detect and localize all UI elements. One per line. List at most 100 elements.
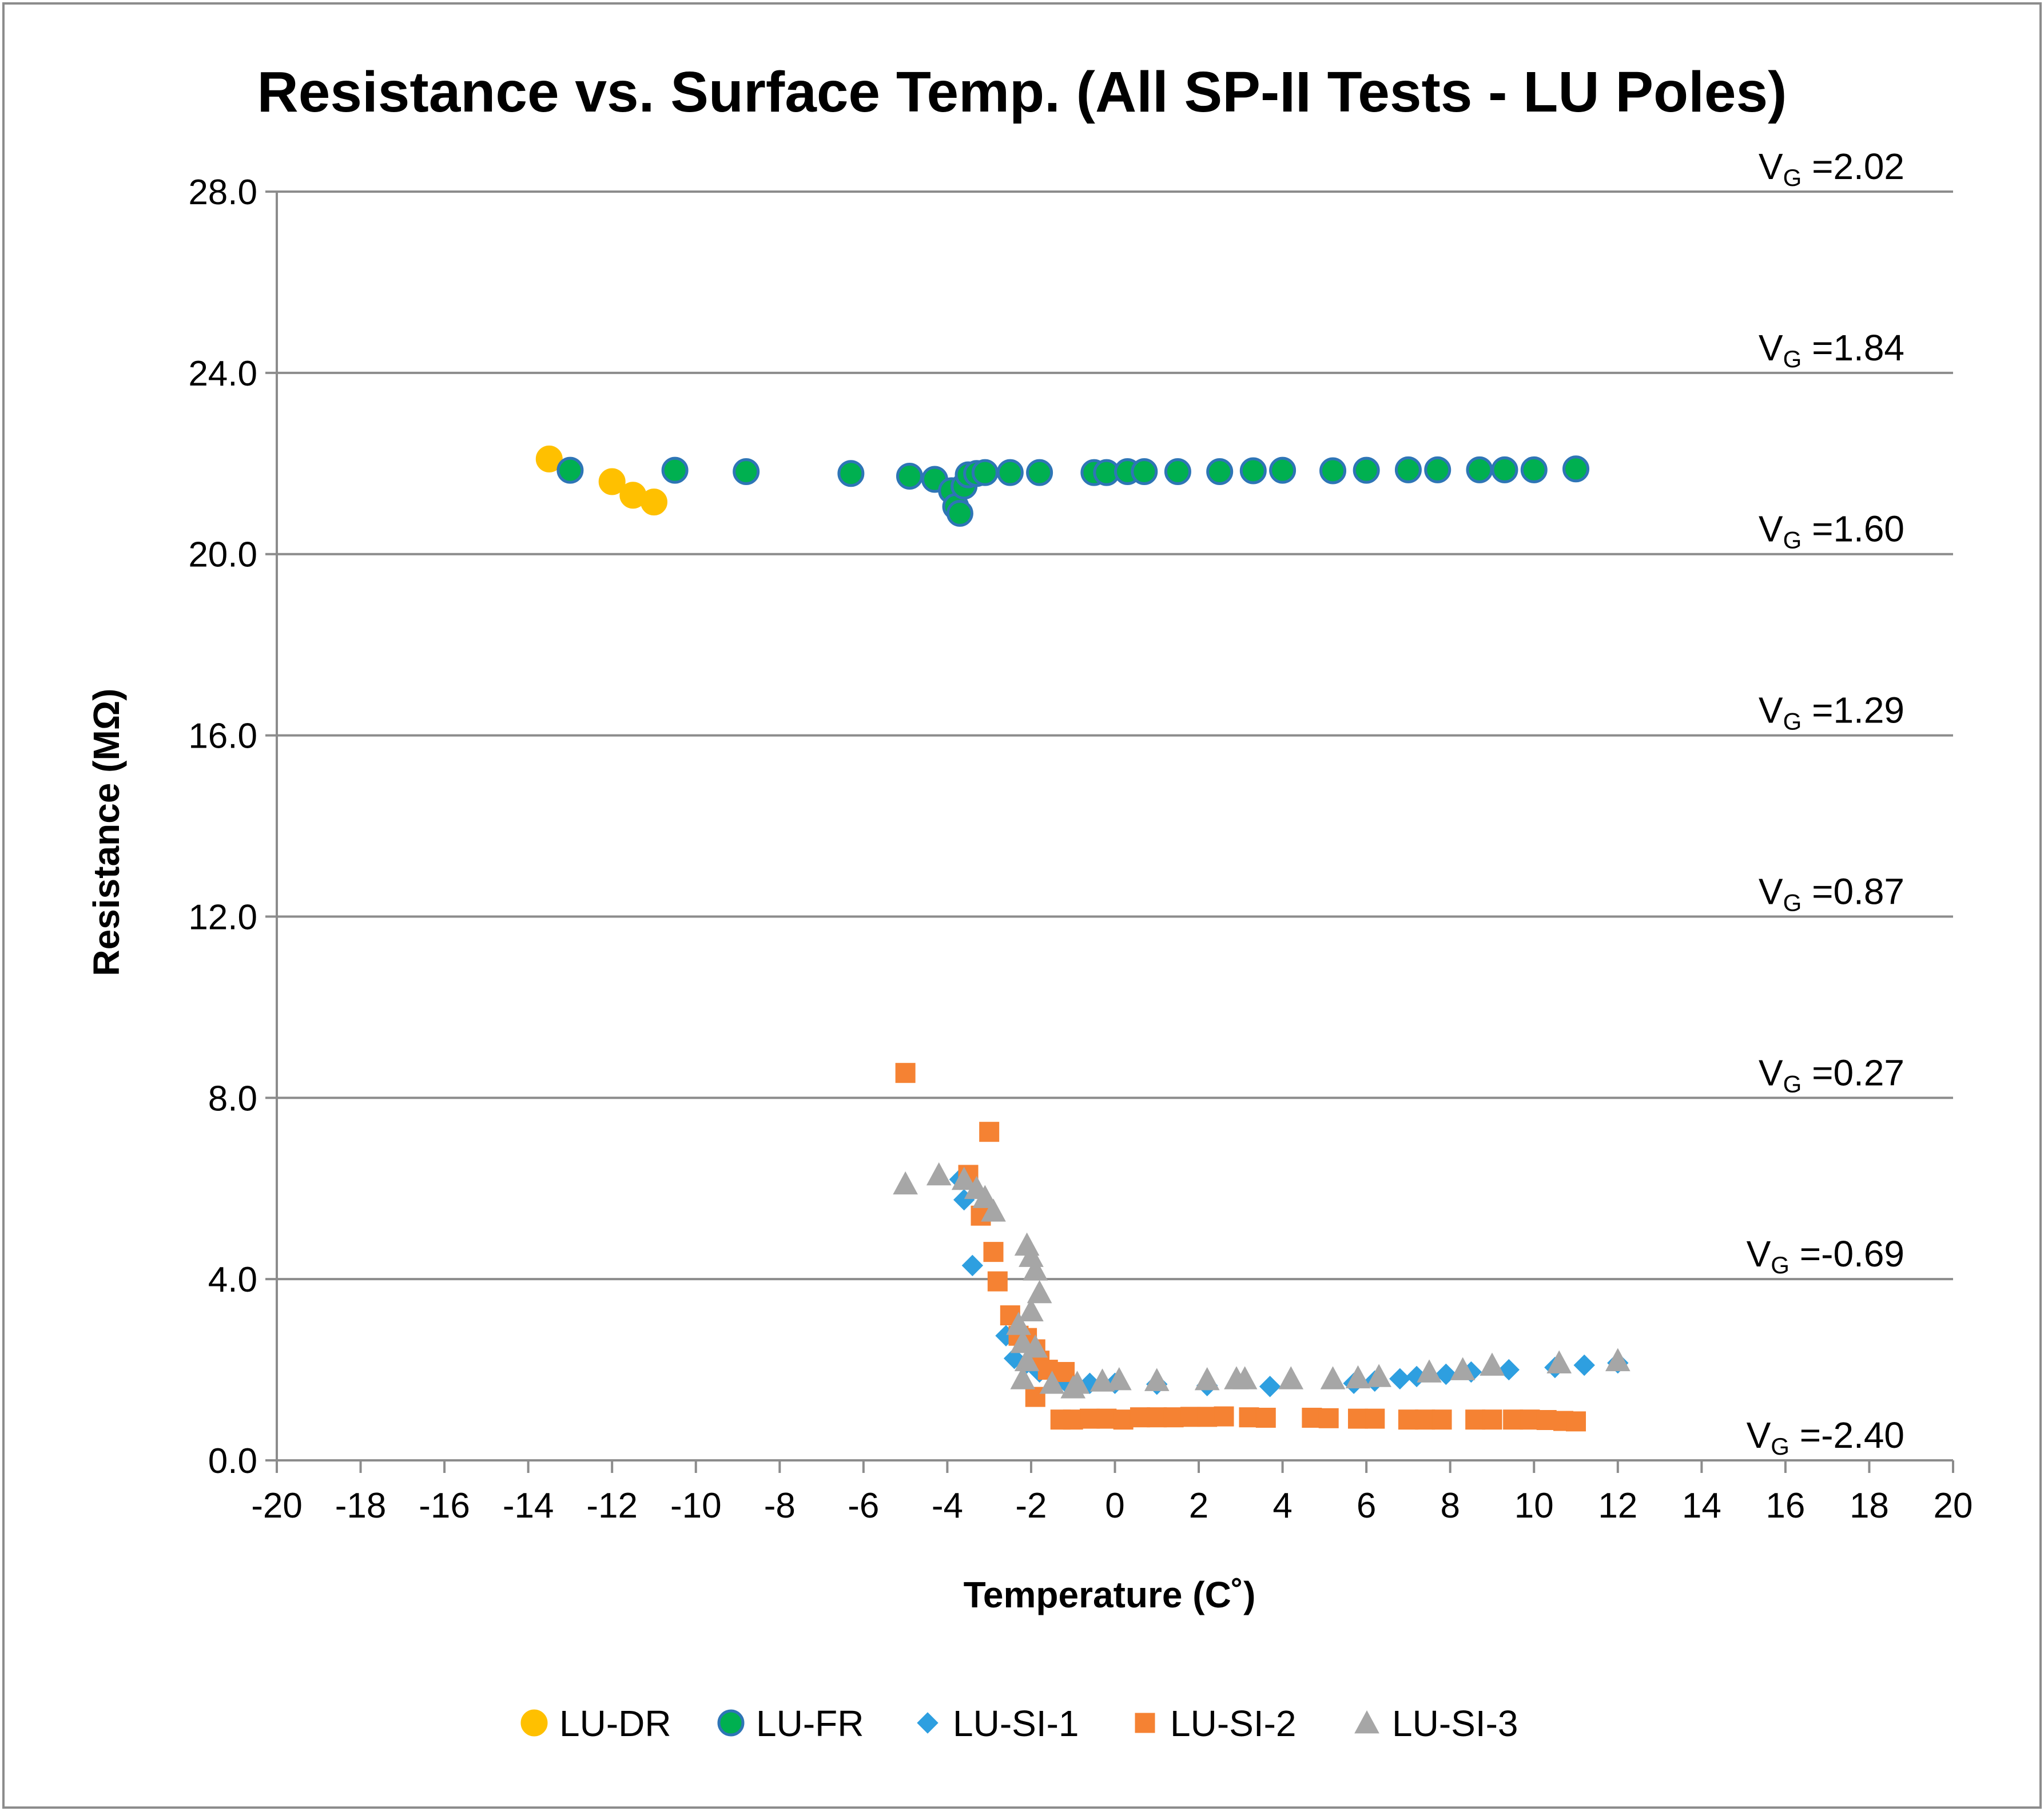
- vg-annotation: VG =2.02: [1759, 146, 1904, 191]
- lu-si-3-point: [951, 1166, 977, 1190]
- vg-annotation: VG =1.60: [1759, 509, 1904, 554]
- x-tick-label: 18: [1850, 1486, 1889, 1526]
- y-tick-label: 16.0: [188, 717, 257, 756]
- lu-si-2-point: [1566, 1411, 1586, 1432]
- legend-item-lu-si-2: LU-SI-2: [1135, 1703, 1297, 1744]
- lu-si-3-point: [1106, 1367, 1132, 1391]
- lu-si-3-point: [1144, 1368, 1170, 1391]
- lu-fr-point: [1353, 456, 1380, 484]
- vg-value: =0.87: [1802, 871, 1904, 912]
- lu-si-1-point: [1389, 1368, 1411, 1390]
- lu-si-3-point: [1089, 1368, 1115, 1392]
- vg-annotation: VG =-0.69: [1747, 1233, 1904, 1278]
- legend: LU-DR LU-FR LU-SI-1 LU-SI-2 LU-SI-3: [520, 1703, 1518, 1744]
- x-tick-label: 12: [1598, 1486, 1637, 1526]
- lu-si-3-point: [1232, 1366, 1258, 1389]
- x-tick-label: -6: [848, 1486, 879, 1526]
- vg-value: =1.84: [1802, 327, 1904, 368]
- legend-marker: [1135, 1713, 1155, 1733]
- lu-si-3-point: [1605, 1348, 1631, 1372]
- lu-fr-point: [1206, 458, 1234, 486]
- lu-si-3-point: [1450, 1357, 1476, 1380]
- vg-annotation: VG =-2.40: [1747, 1415, 1904, 1460]
- lu-si-3-point: [1366, 1364, 1391, 1387]
- x-tick-label: -18: [335, 1486, 387, 1526]
- lu-si-3-point: [1417, 1359, 1442, 1383]
- vg-symbol: V: [1759, 509, 1783, 550]
- legend-item-lu-fr: LU-FR: [717, 1703, 864, 1744]
- lu-si-1-point: [1259, 1376, 1281, 1397]
- lu-si-2-point: [1063, 1409, 1083, 1430]
- lu-fr-point: [1491, 456, 1518, 483]
- lu-si-2-point: [987, 1271, 1008, 1292]
- vg-value: =1.60: [1802, 509, 1904, 550]
- lu-si-2-point: [1503, 1409, 1524, 1430]
- lu-si-2-point: [983, 1242, 1004, 1262]
- lu-si-3-point: [926, 1162, 952, 1186]
- lu-fr-point: [1520, 456, 1548, 483]
- vg-value: =0.27: [1802, 1052, 1904, 1093]
- vg-subscript: G: [1783, 164, 1802, 191]
- legend-marker: [520, 1709, 548, 1737]
- lu-fr-point: [1466, 456, 1493, 483]
- grid: [277, 190, 1953, 1281]
- x-tick-label: 20: [1934, 1486, 1973, 1526]
- lu-fr-point: [661, 456, 689, 484]
- vg-subscript: G: [1783, 708, 1802, 735]
- lu-si-3-point: [1014, 1348, 1040, 1372]
- lu-fr-point: [896, 462, 923, 490]
- lu-si-2-point: [1302, 1408, 1322, 1428]
- vg-symbol: V: [1759, 1052, 1783, 1093]
- legend-label: LU-FR: [756, 1703, 864, 1744]
- lu-dr-point: [535, 445, 563, 472]
- lu-fr-point: [556, 456, 584, 484]
- vg-symbol: V: [1759, 690, 1783, 731]
- y-tick-label: 20.0: [188, 535, 257, 575]
- y-tick-label: 24.0: [188, 354, 257, 394]
- vg-symbol: V: [1747, 1233, 1771, 1274]
- x-tick-label: 10: [1514, 1486, 1554, 1526]
- lu-si-3-point: [1278, 1366, 1304, 1389]
- lu-si-2-point: [895, 1063, 916, 1083]
- y-tick-label: 4.0: [208, 1260, 257, 1300]
- x-tick-label: 6: [1357, 1486, 1376, 1526]
- lu-si-2-point: [1431, 1409, 1452, 1430]
- vg-annotation: VG =0.87: [1759, 871, 1904, 916]
- lu-si-1-point: [1573, 1354, 1595, 1376]
- y-axis-title: Resistance (MΩ): [86, 689, 127, 976]
- lu-fr-point: [1319, 457, 1347, 484]
- series-lu-fr: [556, 455, 1590, 527]
- legend-label: LU-DR: [559, 1703, 671, 1744]
- lu-si-2-point: [979, 1122, 1000, 1142]
- lu-si-2-point: [1365, 1408, 1385, 1429]
- x-tick-label: -4: [932, 1486, 963, 1526]
- vg-subscript: G: [1771, 1252, 1790, 1278]
- lu-si-3-point: [1010, 1366, 1036, 1389]
- lu-si-2-point: [1536, 1409, 1557, 1430]
- y-tick-label: 12.0: [188, 897, 257, 937]
- lu-si-2-point: [1520, 1409, 1540, 1430]
- legend-marker: [917, 1712, 939, 1734]
- y-tick-label: 8.0: [208, 1079, 257, 1118]
- lu-si-3-point: [1194, 1367, 1220, 1391]
- legend-label: LU-SI-1: [953, 1703, 1079, 1744]
- legend-item-lu-si-1: LU-SI-1: [917, 1703, 1079, 1744]
- vg-value: =1.29: [1802, 690, 1904, 731]
- legend-marker: [1354, 1710, 1379, 1734]
- vg-symbol: V: [1759, 871, 1783, 912]
- lu-si-3-point: [1064, 1371, 1090, 1394]
- lu-si-2-point: [1318, 1408, 1339, 1428]
- lu-si-3-point: [1345, 1365, 1371, 1389]
- series-lu-si-3: [893, 1162, 1631, 1399]
- lu-si-3-point: [1019, 1298, 1044, 1321]
- lu-dr-point: [640, 489, 667, 516]
- lu-si-3-point: [1039, 1371, 1065, 1394]
- lu-si-2-point: [971, 1205, 991, 1226]
- lu-si-3-point: [1006, 1312, 1031, 1335]
- vg-value: =-2.40: [1790, 1415, 1904, 1456]
- x-tick-label: -8: [764, 1486, 796, 1526]
